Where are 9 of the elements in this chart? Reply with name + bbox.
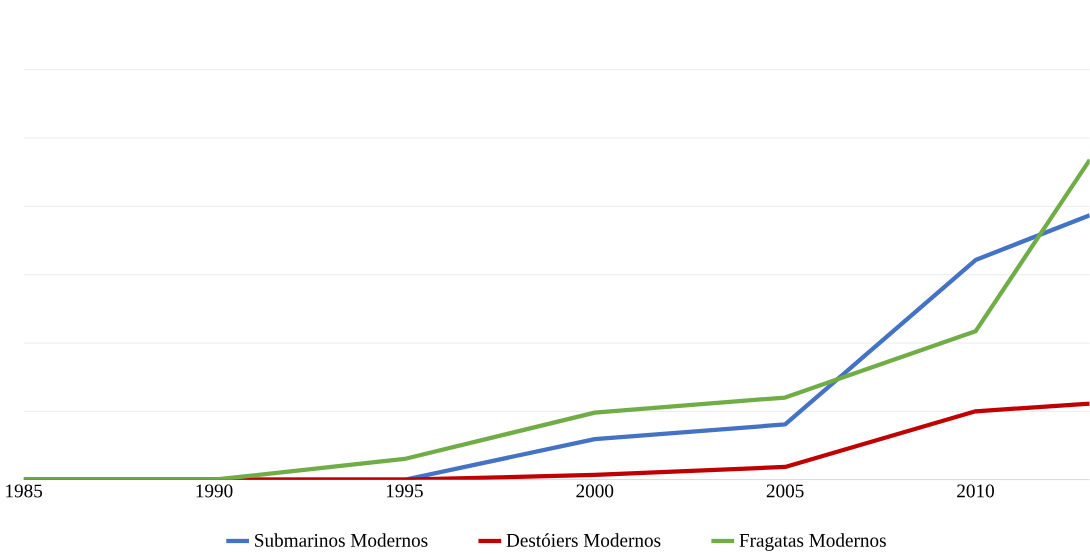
- x-tick-label: 2010: [957, 484, 994, 498]
- x-tick-label: 1990: [196, 484, 233, 498]
- x-tick-label: 2000: [576, 484, 614, 498]
- x-tick-label: 1995: [386, 484, 423, 498]
- legend-label: Fragatas Modernos: [739, 533, 886, 551]
- legend-label: Submarinos Modernos: [255, 533, 428, 547]
- legend-label: Destóiers Modernos: [506, 533, 661, 547]
- x-tick-label: 1985: [6, 484, 43, 498]
- x-tick-label: 2005: [766, 484, 804, 498]
